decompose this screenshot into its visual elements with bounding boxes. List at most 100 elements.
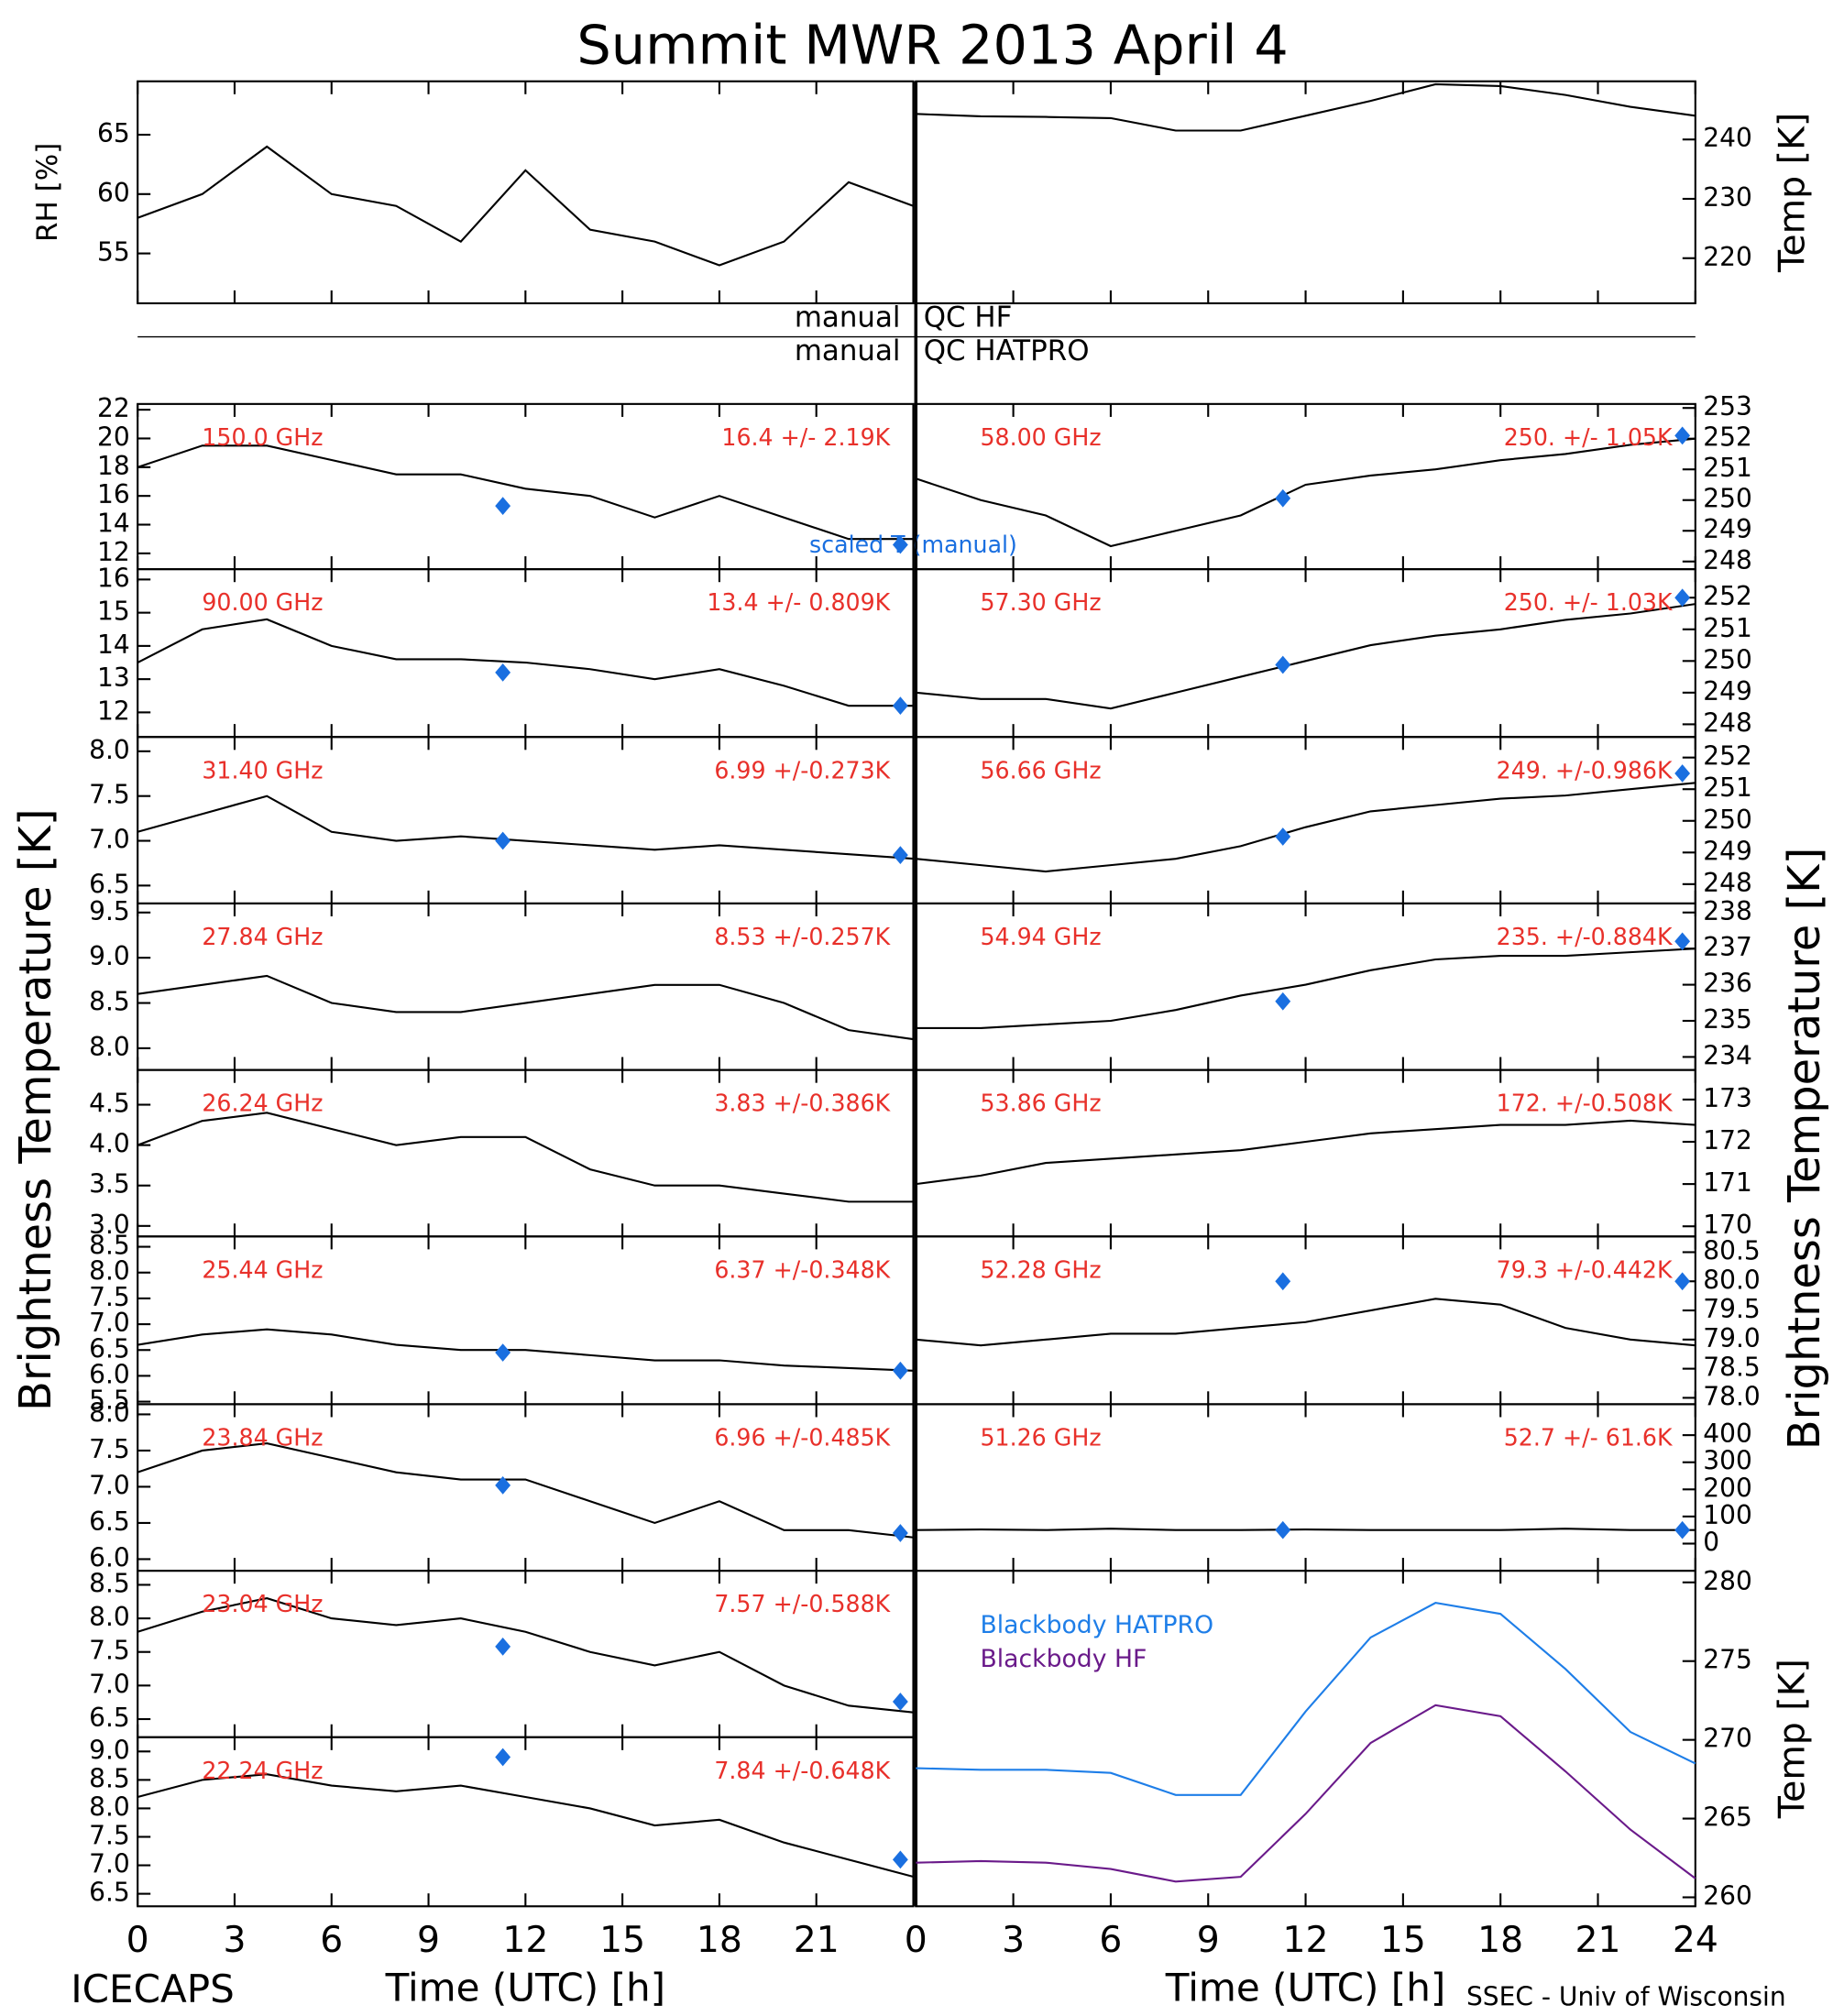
- diamond-marker: [1674, 588, 1691, 608]
- y-tick-label: 200: [1703, 1473, 1752, 1503]
- y-tick-label: 170: [1703, 1210, 1752, 1240]
- diamond-marker: [892, 1361, 908, 1380]
- data-line: [916, 948, 1696, 1029]
- footer: ICECAPS: [71, 1967, 235, 2011]
- data-line: [916, 1119, 1696, 1186]
- x-tick-label: 0: [126, 1919, 149, 1961]
- x-tick-label: 9: [417, 1919, 440, 1961]
- channel-stat: 249. +/-0.986K: [1497, 757, 1674, 783]
- y-tick-label: 12: [97, 696, 130, 726]
- y-tick-label: 7.0: [89, 825, 130, 855]
- y-tick-label: 80.5: [1703, 1235, 1760, 1265]
- legend-entry: Blackbody HF: [980, 1645, 1147, 1673]
- channel-label: 31.40 GHz: [202, 757, 323, 783]
- diamond-marker: [892, 1524, 908, 1542]
- y-tick-label: 7.5: [89, 1434, 130, 1464]
- diamond-marker: [1275, 1520, 1291, 1539]
- qc-label: manual: [795, 334, 901, 367]
- channel-label: 26.24 GHz: [202, 1090, 323, 1117]
- channel-label: 57.30 GHz: [980, 589, 1101, 616]
- x-tick-label: 18: [1477, 1919, 1523, 1961]
- diamond-marker: [892, 1693, 908, 1711]
- y-tick-label: 0: [1703, 1527, 1719, 1557]
- x-tick-label: 0: [905, 1919, 927, 1961]
- x-tick-label: 15: [599, 1919, 645, 1961]
- qc-label: QC HF: [924, 301, 1013, 334]
- diamond-marker: [1674, 764, 1691, 783]
- y-tick-label: 249: [1703, 836, 1752, 866]
- y-tick-label: 7.5: [89, 1820, 130, 1850]
- channel-stat: 7.84 +/-0.648K: [714, 1758, 891, 1784]
- y-tick-label: 173: [1703, 1083, 1752, 1113]
- data-line: [916, 603, 1696, 710]
- y-tick-label: 8.0: [89, 1256, 130, 1287]
- y-tick-label: 260: [1703, 1880, 1752, 1911]
- data-line: [916, 82, 1696, 132]
- y-tick-label: 234: [1703, 1040, 1752, 1070]
- channel-label: 52.28 GHz: [980, 1256, 1101, 1283]
- y-tick-label: 230: [1703, 182, 1752, 213]
- y-tick-label: 22: [97, 393, 130, 423]
- y-tick-label: 20: [97, 422, 130, 452]
- y-tick-label: 14: [97, 508, 130, 538]
- y-axis-label: Temp [K]: [1771, 1659, 1813, 1819]
- channel-stat: 52.7 +/- 61.6K: [1504, 1424, 1674, 1451]
- y-tick-label: 252: [1703, 741, 1752, 772]
- y-tick-label: 6.5: [89, 1333, 130, 1364]
- channel-stat: 79.3 +/-0.442K: [1497, 1256, 1674, 1283]
- x-axis-label: Time (UTC) [h]: [1165, 1965, 1446, 2010]
- data-line: [916, 1528, 1696, 1531]
- channel-label: 58.00 GHz: [980, 424, 1101, 451]
- y-tick-label: 400: [1703, 1419, 1752, 1449]
- y-tick-label: 251: [1703, 772, 1752, 803]
- x-tick-label: 15: [1380, 1919, 1426, 1961]
- footer: SSEC - Univ of Wisconsin: [1466, 1981, 1786, 2011]
- x-tick-label: 18: [697, 1919, 742, 1961]
- channel-stat: 13.4 +/- 0.809K: [707, 589, 891, 616]
- y-tick-label: 6.5: [89, 1703, 130, 1733]
- diamond-marker: [495, 663, 511, 682]
- y-tick-label: 6.5: [89, 869, 130, 899]
- x-tick-label: 3: [223, 1919, 246, 1961]
- data-line: [916, 782, 1696, 873]
- y-axis-label: Brightness Temperature [K]: [11, 808, 61, 1411]
- diamond-marker: [1275, 992, 1291, 1011]
- y-tick-label: 8.5: [89, 987, 130, 1017]
- y-tick-label: 249: [1703, 676, 1752, 707]
- diamond-marker: [1275, 827, 1291, 846]
- diamond-marker: [495, 1343, 511, 1362]
- y-axis-label: Brightness Temperature [K]: [1780, 848, 1830, 1451]
- y-tick-label: 7.5: [89, 780, 130, 810]
- y-tick-label: 6.5: [89, 1507, 130, 1537]
- diamond-marker: [495, 831, 511, 850]
- data-line: [915, 437, 1696, 548]
- y-tick-label: 8.0: [89, 1032, 130, 1062]
- y-tick-label: 79.5: [1703, 1294, 1760, 1324]
- y-tick-label: 60: [97, 178, 130, 208]
- title: Summit MWR 2013 April 4: [576, 14, 1288, 77]
- y-tick-label: 252: [1703, 422, 1752, 453]
- data-line: [137, 618, 914, 707]
- y-tick-label: 15: [97, 597, 130, 627]
- channel-label: 23.84 GHz: [202, 1424, 323, 1451]
- y-tick-label: 265: [1703, 1802, 1752, 1833]
- y-tick-label: 238: [1703, 896, 1752, 926]
- x-tick-label: 21: [1575, 1919, 1621, 1961]
- y-tick-label: 8.0: [89, 1397, 130, 1428]
- channel-label: 22.24 GHz: [202, 1758, 323, 1784]
- qc-label: manual: [795, 301, 901, 334]
- channel-label: 25.44 GHz: [202, 1256, 323, 1283]
- y-tick-label: 8.5: [89, 1763, 130, 1793]
- diamond-marker: [495, 497, 511, 516]
- diamond-marker: [892, 1850, 908, 1869]
- y-tick-label: 220: [1703, 242, 1752, 272]
- y-axis-label: Temp [K]: [1771, 113, 1813, 273]
- y-tick-label: 236: [1703, 969, 1752, 999]
- note: scaled T (manual): [809, 531, 1017, 558]
- y-tick-label: 270: [1703, 1724, 1752, 1754]
- channel-stat: 6.99 +/-0.273K: [714, 757, 891, 783]
- y-tick-label: 3.0: [89, 1210, 130, 1240]
- channel-stat: 172. +/-0.508K: [1497, 1090, 1674, 1117]
- channel-label: 90.00 GHz: [202, 589, 323, 616]
- x-tick-label: 12: [1283, 1919, 1329, 1961]
